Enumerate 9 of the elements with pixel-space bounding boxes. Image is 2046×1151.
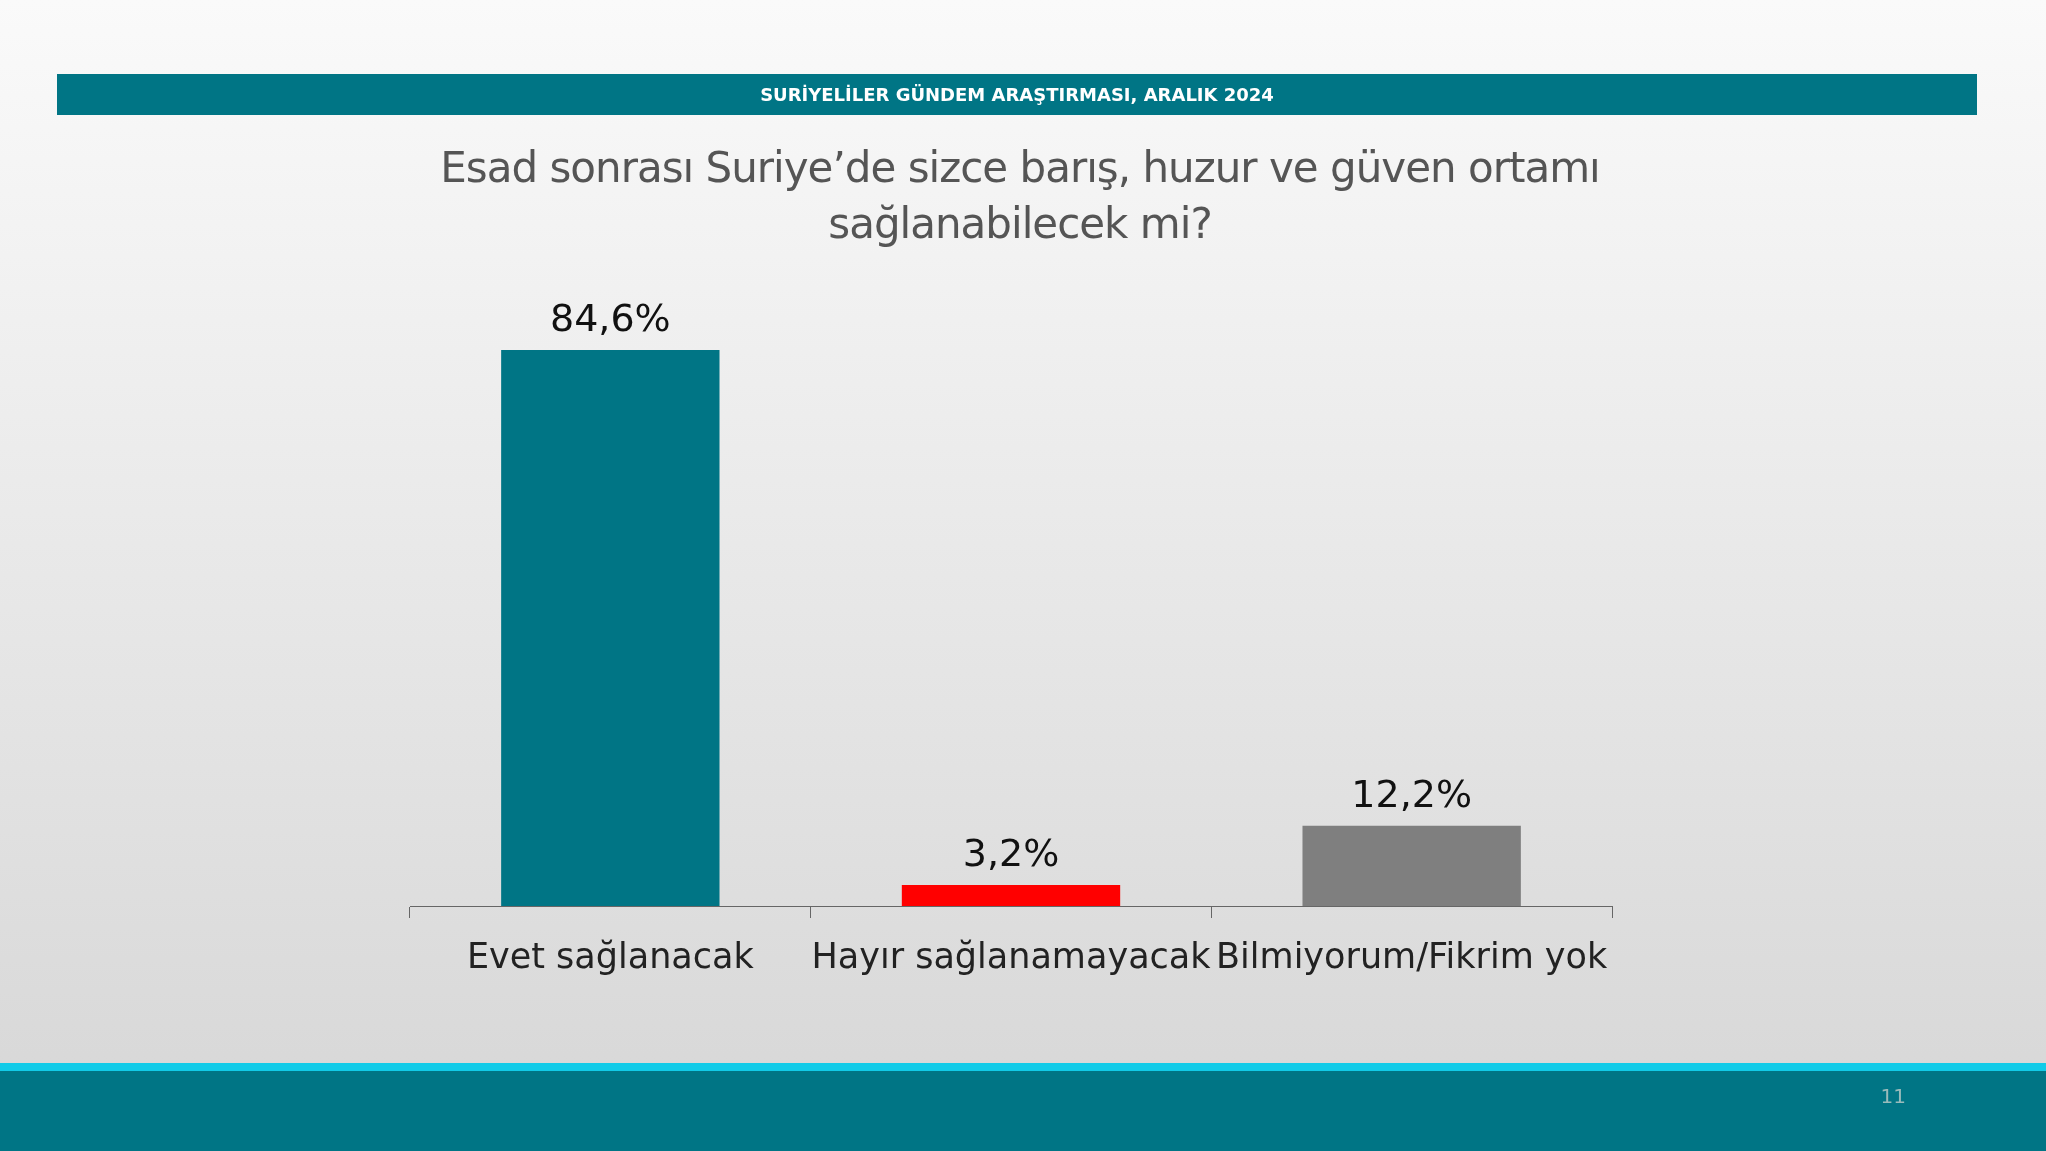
chart-title: Esad sonrası Suriye’de sizce barış, huzur ve güven ortamı sağlanabilecek mi? bbox=[439, 142, 1601, 250]
data-label: 12,2% bbox=[1351, 771, 1473, 816]
text: 11 bbox=[1880, 1084, 1906, 1108]
data-label: 84,6% bbox=[549, 295, 671, 340]
x-tick-label: Evet sağlanacak bbox=[466, 936, 755, 977]
x-tick-label: Bilmiyorum/Fikrim yok bbox=[1216, 936, 1608, 977]
x-tick-label: Hayır sağlanamayacak bbox=[811, 936, 1212, 977]
chart-subtitle: SURİYELİLER GÜNDEM ARAŞTIRMASI, ARALIK 2024 bbox=[57, 74, 1977, 115]
data-label: 3,2% bbox=[962, 830, 1060, 875]
